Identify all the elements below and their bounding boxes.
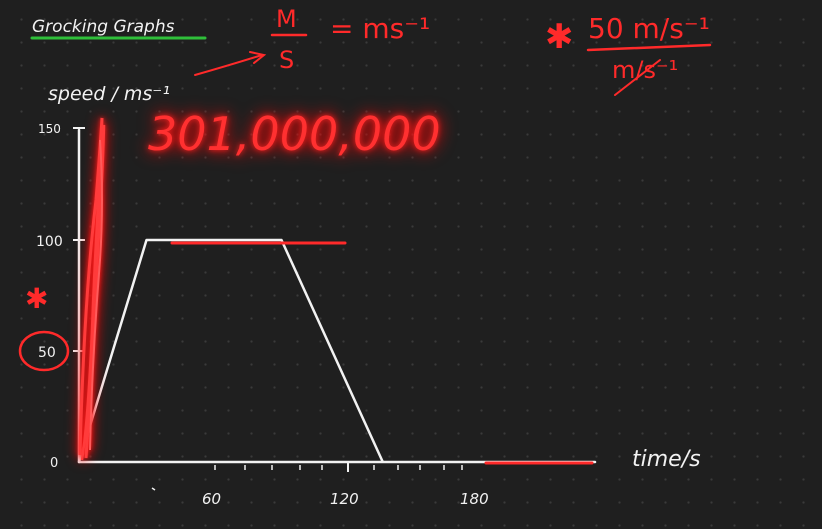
unit-denominator: S <box>279 46 294 74</box>
y-tick-label-150: 150 <box>38 122 61 136</box>
x-tick-label-120: 120 <box>330 490 359 508</box>
cancel-strike <box>614 59 661 96</box>
x-tick-stray-mark <box>151 487 156 491</box>
x-tick-label-180: 180 <box>460 490 489 508</box>
unit-arrow <box>194 54 263 76</box>
y-tick-label-50: 50 <box>38 345 56 361</box>
y-ticks: 150 100 50 0 <box>36 122 85 471</box>
y-tick-label-0: 0 <box>50 456 58 471</box>
y-axis-label: speed / ms⁻¹ <box>48 83 170 105</box>
speed-time-line <box>77 238 384 463</box>
y-tick-label-100: 100 <box>36 234 63 250</box>
starred-denominator: m/s⁻¹ <box>612 56 678 84</box>
big-number: 301,000,000 <box>148 107 441 161</box>
red-scribble-stroke <box>89 139 103 451</box>
starred-fraction-bar <box>586 43 712 52</box>
x-tick-label-60: 60 <box>202 490 221 508</box>
starred-numerator: 50 m/s⁻¹ <box>588 12 710 45</box>
x-axis-label: time/s <box>632 447 701 472</box>
unit-result: = ms⁻¹ <box>330 12 430 45</box>
star-marker-left: ✱ <box>25 282 48 315</box>
red-scribble-y-axis <box>78 117 106 461</box>
star-marker-top: ✱ <box>545 17 574 57</box>
unit-numerator: M <box>276 5 297 33</box>
page-title: Grocking Graphs <box>32 17 175 37</box>
unit-arrow-head <box>249 51 267 64</box>
highlight-circle-50 <box>18 330 70 372</box>
x-ticks: 60 120 180 <box>151 462 489 508</box>
